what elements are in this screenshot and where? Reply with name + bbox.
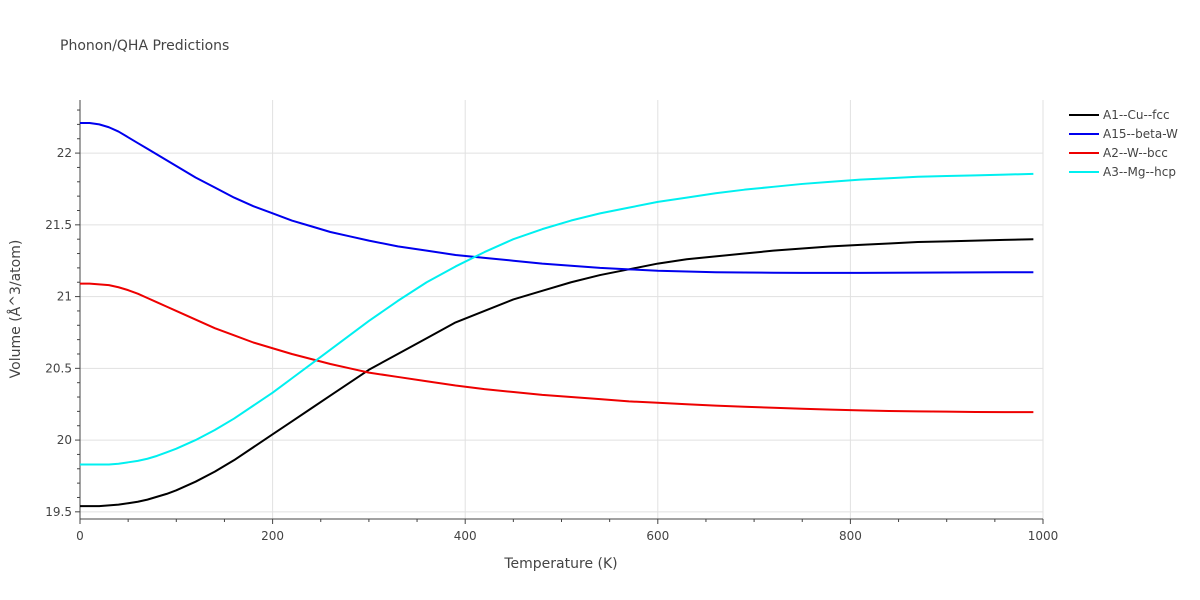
series-line-A1--Cu--fcc: [80, 238, 1034, 508]
legend-label: A1--Cu--fcc: [1103, 108, 1170, 122]
x-tick-label: 800: [839, 529, 862, 543]
x-tick-label: 400: [454, 529, 477, 543]
legend-label: A2--W--bcc: [1103, 146, 1168, 160]
x-axis-label: Temperature (K): [503, 556, 617, 572]
y-axis-label: Volume (Å^3/atom): [7, 240, 24, 379]
grid: [80, 100, 1044, 519]
y-tick-label: 21: [57, 290, 72, 304]
x-tick-label: 0: [76, 529, 84, 543]
x-tick-label: 600: [646, 529, 669, 543]
y-tick-label: 20: [57, 433, 72, 447]
legend-item: A2--W--bcc: [1069, 146, 1168, 160]
chart-title: Phonon/QHA Predictions: [60, 38, 229, 54]
plot-area: [80, 121, 1034, 508]
x-axis-ticks: 0 200 400 600 800 1000: [76, 519, 1058, 543]
x-tick-label: 200: [261, 529, 284, 543]
legend-item: A3--Mg--hcp: [1069, 165, 1176, 179]
axes: [79, 100, 1043, 520]
legend: A1--Cu--fcc A15--beta-W A2--W--bcc A3--Mg--…: [1069, 108, 1178, 179]
x-tick-label: 1000: [1028, 529, 1059, 543]
legend-item: A1--Cu--fcc: [1069, 108, 1170, 122]
legend-label: A3--Mg--hcp: [1103, 165, 1176, 179]
y-tick-label: 19.5: [45, 505, 72, 519]
series-line-A3--Mg--hcp: [80, 172, 1034, 466]
legend-item: A15--beta-W: [1069, 127, 1178, 141]
y-tick-label: 22: [57, 146, 72, 160]
series-line-A15--beta-W: [80, 121, 1034, 274]
legend-label: A15--beta-W: [1103, 127, 1178, 141]
series-line-A2--W--bcc: [80, 282, 1034, 414]
y-tick-label: 20.5: [45, 361, 72, 375]
y-axis-ticks: 19.5 20 20.5 21 21.5 22: [45, 109, 80, 519]
y-tick-label: 21.5: [45, 218, 72, 232]
